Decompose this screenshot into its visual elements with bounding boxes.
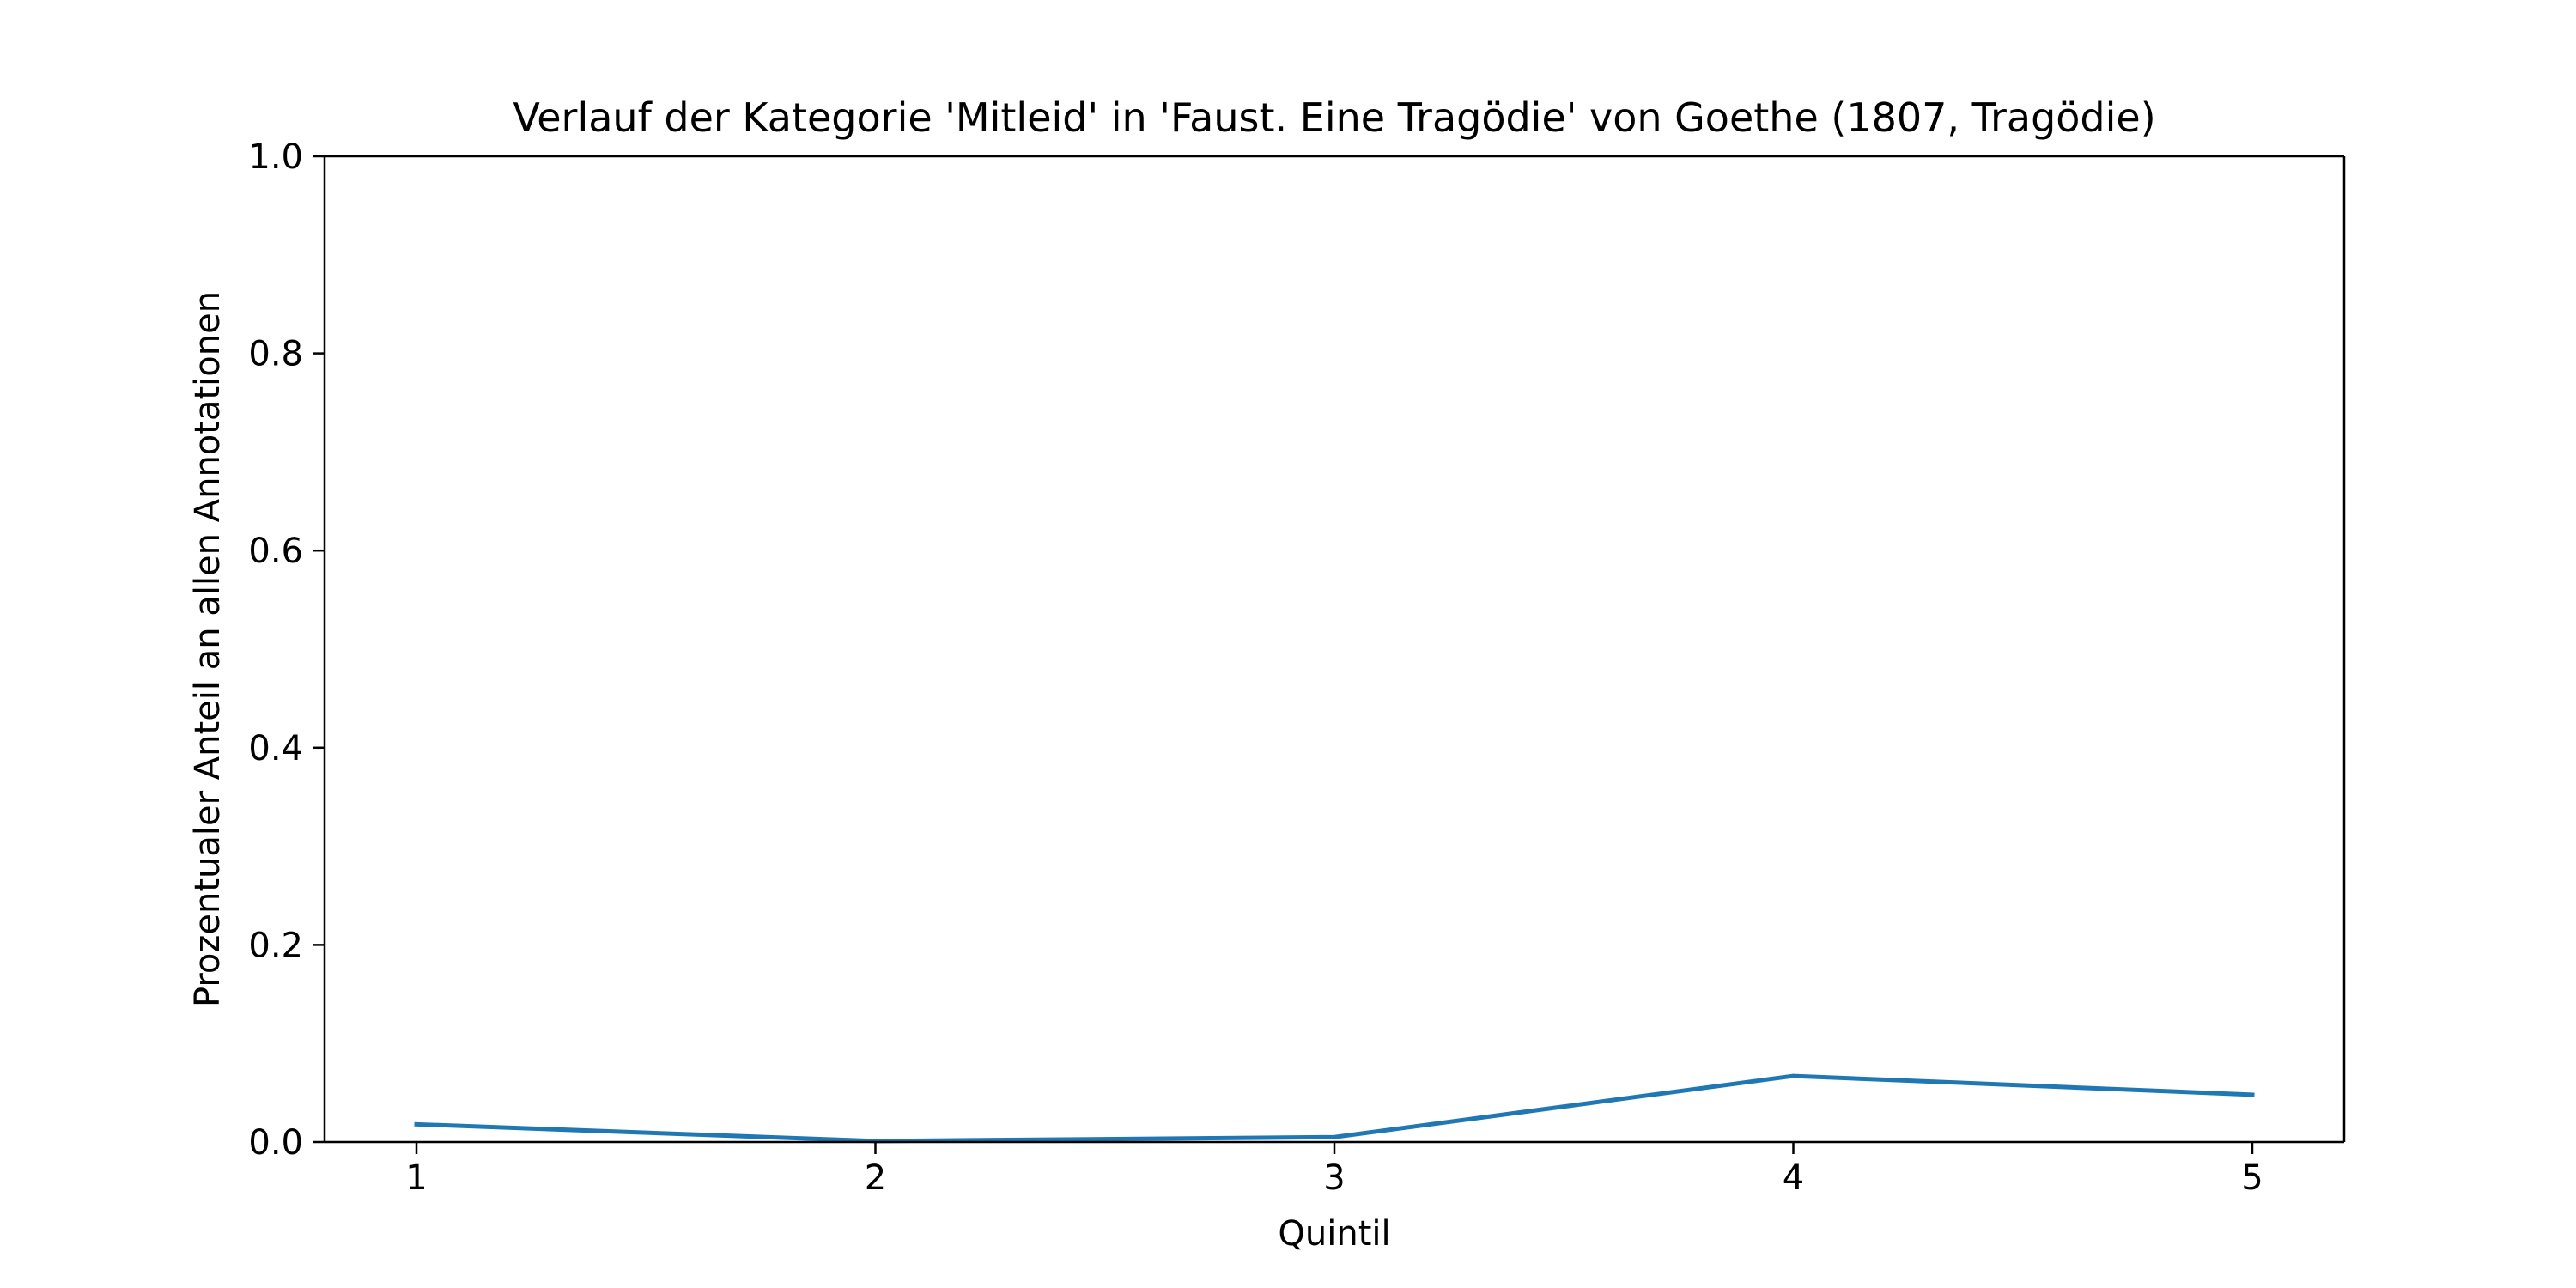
y-tick-label: 0.2 [248,926,303,965]
chart-title: Verlauf der Kategorie 'Mitleid' in 'Faus… [513,94,2155,141]
x-axis-label: Quintil [1278,1214,1390,1254]
x-tick-label: 2 [865,1158,886,1198]
x-tick-label: 5 [2241,1158,2263,1198]
y-tick-label: 0.0 [248,1123,303,1163]
y-tick-label: 1.0 [248,137,303,177]
series-layer [414,1073,2255,1144]
x-tick-label: 3 [1323,1158,1345,1198]
y-axis-ticks: 0.0 0.2 0.4 0.6 0.8 1.0 [248,137,325,1163]
x-axis-ticks: 1 2 3 4 5 [405,1142,2263,1198]
plot-area [325,156,2344,1142]
y-tick-label: 0.6 [248,532,303,571]
y-axis-label: Prozentualer Anteil an allen Annotatione… [188,291,228,1007]
y-tick-label: 0.8 [248,335,303,374]
x-tick-label: 4 [1783,1158,1804,1198]
x-tick-label: 1 [405,1158,427,1198]
y-tick-label: 0.4 [248,729,303,769]
